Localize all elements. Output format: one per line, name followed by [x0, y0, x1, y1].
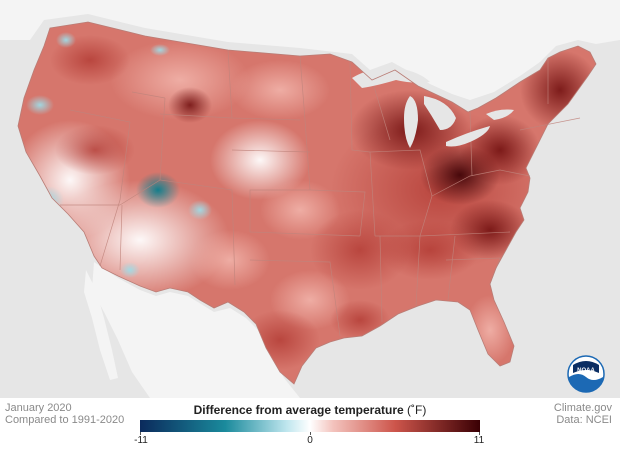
- great-lakes: [352, 67, 514, 148]
- canada-landmass: [0, 0, 620, 100]
- legend-min-label: -11: [134, 435, 148, 446]
- map-panel: NOAA: [0, 0, 620, 398]
- temperature-anomaly-map: [0, 0, 620, 398]
- map-data-source: Data: NCEI: [556, 414, 612, 426]
- lake-huron: [424, 96, 456, 130]
- lake-erie: [446, 126, 490, 147]
- state-borders: [60, 49, 581, 337]
- legend-tick-mid: [310, 432, 311, 435]
- mexico-landmass: [92, 262, 300, 398]
- legend-tick-min: [140, 432, 141, 435]
- legend-unit: (˚F): [407, 403, 427, 417]
- map-credit: Climate.gov: [553, 402, 612, 414]
- lake-michigan: [404, 96, 418, 148]
- noaa-logo-text: NOAA: [577, 368, 595, 374]
- legend-mid-label: 0: [307, 435, 313, 446]
- legend-max-label: 11: [473, 435, 485, 446]
- legend-title: Difference from average temperature (˚F): [140, 403, 480, 417]
- map-period: January 2020: [5, 402, 72, 414]
- legend-title-text: Difference from average temperature: [193, 403, 404, 417]
- legend-tick-max: [479, 432, 480, 435]
- noaa-logo: NOAA: [567, 355, 605, 393]
- legend-color-bar: [140, 420, 480, 432]
- baja-peninsula: [84, 270, 118, 380]
- map-baseline: Compared to 1991-2020: [5, 414, 125, 426]
- us-outline: [17, 21, 597, 385]
- lake-superior: [352, 67, 430, 88]
- lake-ontario: [486, 109, 514, 120]
